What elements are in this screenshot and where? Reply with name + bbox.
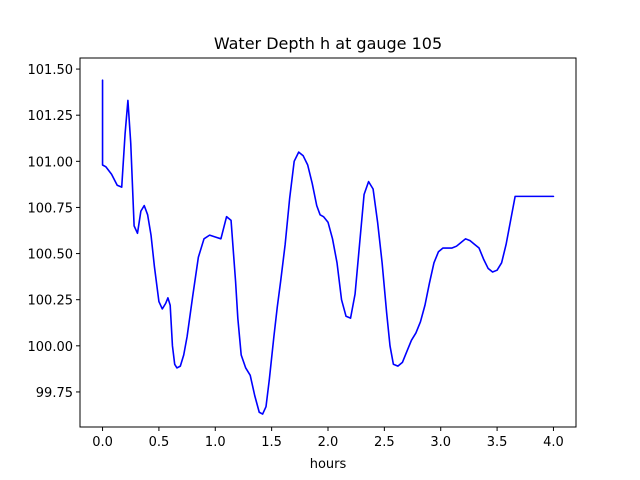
series-layer bbox=[101, 79, 555, 415]
x-tick-label: 0.0 bbox=[92, 435, 113, 450]
y-tick-label: 101.50 bbox=[28, 63, 74, 78]
x-tick-label: 2.5 bbox=[374, 435, 395, 450]
chart-title: Water Depth h at gauge 105 bbox=[214, 34, 442, 53]
y-tick-label: 100.25 bbox=[28, 294, 74, 309]
x-tick-label: 3.5 bbox=[487, 435, 508, 450]
x-tick-label: 0.5 bbox=[149, 435, 170, 450]
x-tick-label: 1.5 bbox=[261, 435, 282, 450]
y-tick-label: 99.75 bbox=[36, 386, 73, 401]
x-axis-ticks: 0.0 0.5 1.0 1.5 2.0 2.5 3.0 3.5 4.0 bbox=[92, 427, 564, 450]
x-tick-label: 2.0 bbox=[318, 435, 339, 450]
x-tick-label: 3.0 bbox=[430, 435, 451, 450]
x-tick-label: 1.0 bbox=[205, 435, 226, 450]
y-tick-label: 101.00 bbox=[28, 155, 74, 170]
series-line-0 bbox=[101, 79, 555, 415]
y-tick-label: 101.25 bbox=[28, 109, 74, 124]
y-axis-ticks: 99.75 100.00 100.25 100.50 100.75 101.00 101.2… bbox=[28, 63, 80, 401]
x-tick-label: 4.0 bbox=[543, 435, 564, 450]
y-tick-label: 100.00 bbox=[28, 340, 74, 355]
plot-frame bbox=[79, 57, 577, 428]
x-axis-title: hours bbox=[310, 457, 347, 472]
y-tick-label: 100.75 bbox=[28, 201, 74, 216]
y-tick-label: 100.50 bbox=[28, 248, 74, 263]
